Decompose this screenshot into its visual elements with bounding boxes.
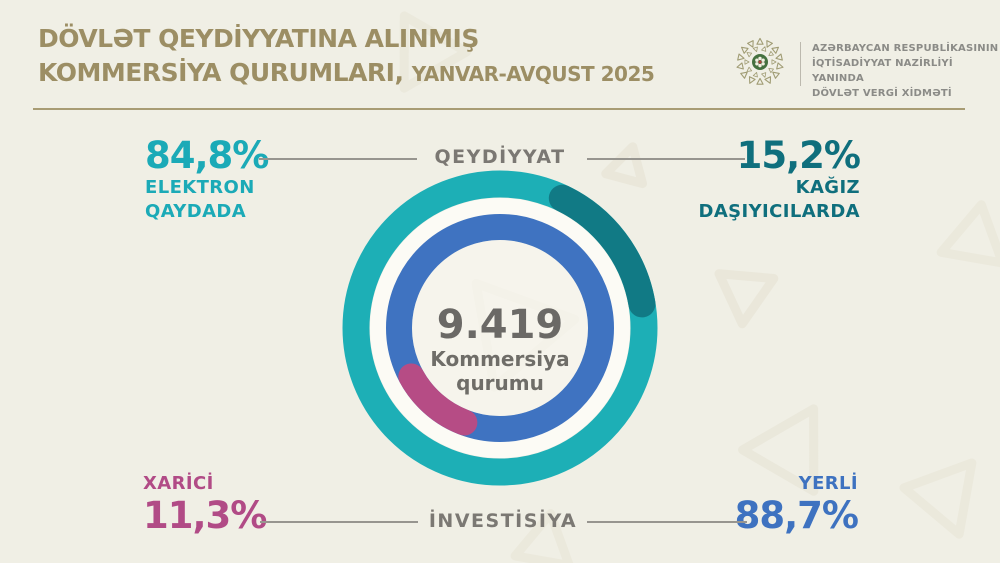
page-title-period: YANVAR-AVQUST 2025 [411, 62, 655, 86]
page-title-line2: KOMMERSİYA QURUMLARI, YANVAR-AVQUST 2025 [38, 58, 655, 87]
agency-name-line2: İQTİSADİYYAT NAZİRLİYİ YANINDA [812, 58, 953, 84]
page-title-line1: DÖVLƏT QEYDİYYATINA ALINMIŞ [38, 24, 479, 53]
xarici-label: XARİCİ [143, 473, 214, 494]
agency-name: AZƏRBAYCAN RESPUBLİKASININ İQTİSADİYYAT … [812, 41, 1000, 101]
callout-yerli: YERLİ 88,7% [734, 472, 859, 537]
connector-bottom-left [260, 521, 418, 523]
ring-label-investisiya: İNVESTİSİYA [428, 510, 578, 532]
agency-name-line3: DÖVLƏT VERGİ XİDMƏTİ [812, 88, 952, 99]
agency-name-line1: AZƏRBAYCAN RESPUBLİKASININ [812, 43, 999, 54]
electron-percent: 84,8% [145, 134, 269, 177]
connector-bottom-right [587, 521, 747, 523]
logo-divider [800, 42, 801, 86]
total-value: 9.419 [436, 302, 564, 348]
callout-xarici: XARİCİ 11,3% [143, 472, 267, 537]
yerli-label: YERLİ [798, 473, 858, 494]
callout-kagiz: 15,2% KAĞIZ DAŞIYICILARDA [698, 134, 861, 224]
donut-center-text: 9.419 Kommersiya qurumu [400, 303, 600, 395]
connector-top-left [259, 158, 417, 160]
ring-label-qeydiyyat: QEYDİYYAT [434, 146, 566, 168]
connector-top-right [587, 158, 745, 160]
page-title: DÖVLƏT QEYDİYYATINA ALINMIŞ KOMMERSİYA Q… [38, 22, 655, 91]
electron-label: ELEKTRON QAYDADA [145, 177, 255, 222]
callout-electron: 84,8% ELEKTRON QAYDADA [145, 134, 269, 224]
yerli-percent: 88,7% [734, 494, 859, 537]
agency-logo [735, 37, 785, 87]
kagiz-percent: 15,2% [736, 134, 861, 177]
agency-emblem-icon [736, 37, 784, 85]
xarici-percent: 11,3% [143, 494, 267, 537]
total-label: Kommersiya qurumu [430, 347, 570, 395]
donut-chart [342, 170, 658, 486]
header-rule [33, 108, 965, 110]
kagiz-label: KAĞIZ DAŞIYICILARDA [698, 177, 860, 222]
